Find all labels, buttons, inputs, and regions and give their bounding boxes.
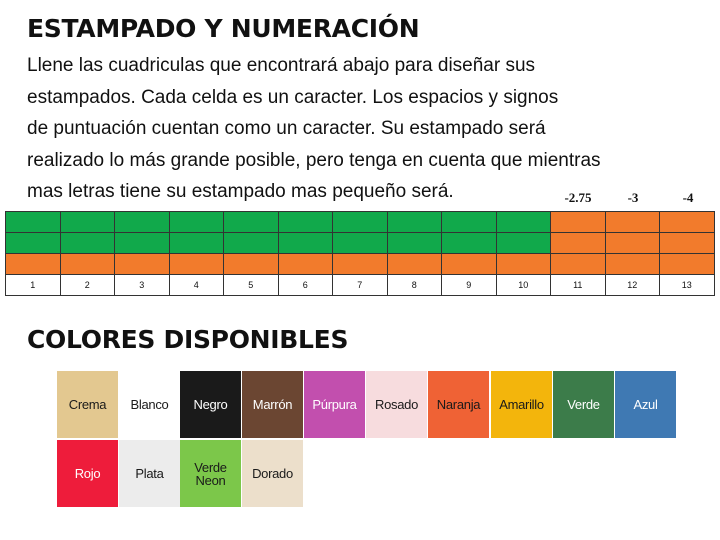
grid-cell[interactable] — [59, 253, 115, 275]
column-number: 2 — [59, 274, 115, 296]
column-number: 9 — [441, 274, 497, 296]
grid-cell[interactable] — [604, 253, 660, 275]
color-swatch-rosado[interactable]: Rosado — [366, 371, 427, 438]
column-number: 13 — [659, 274, 715, 296]
grid-cell[interactable] — [168, 232, 224, 254]
grid-cell[interactable] — [659, 253, 715, 275]
color-swatch-naranja[interactable]: Naranja — [428, 371, 489, 438]
grid-cell[interactable] — [386, 232, 442, 254]
page-title: ESTAMPADO Y NUMERACIÓN — [27, 14, 420, 43]
grid-cell[interactable] — [168, 253, 224, 275]
grid-cell[interactable] — [114, 211, 170, 233]
intro-paragraph: Llene las cuadriculas que encontrará aba… — [27, 50, 717, 208]
intro-line: de puntuación cuentan como un caracter. … — [27, 118, 546, 139]
color-swatch-dorado[interactable]: Dorado — [242, 440, 303, 507]
grid-cell[interactable] — [550, 232, 606, 254]
grid-cell[interactable] — [168, 211, 224, 233]
column-number: 8 — [386, 274, 442, 296]
grid-cell[interactable] — [441, 253, 497, 275]
grid-row — [5, 211, 715, 233]
intro-line: realizado lo más grande posible, pero te… — [27, 149, 601, 171]
color-swatch-verde-neon[interactable]: Verde Neon — [180, 440, 241, 507]
color-swatch-label: Amarillo — [499, 397, 544, 412]
grid-cell[interactable] — [277, 253, 333, 275]
color-swatch-purpura[interactable]: Púrpura — [304, 371, 365, 438]
grid-cell[interactable] — [386, 253, 442, 275]
color-swatch-label: Azul — [633, 397, 658, 412]
grid-row — [5, 232, 715, 254]
color-swatch-verde[interactable]: Verde — [553, 371, 614, 438]
color-swatch-label: Crema — [68, 397, 107, 412]
grid-cell[interactable] — [659, 232, 715, 254]
character-grid: 1 2 3 4 5 6 7 8 9 10 11 12 13 — [5, 211, 715, 296]
column-number: 6 — [277, 274, 333, 296]
column-number: 11 — [550, 274, 606, 296]
grid-cell[interactable] — [114, 253, 170, 275]
column-number: 7 — [332, 274, 388, 296]
grid-cell[interactable] — [332, 253, 388, 275]
color-swatch-blanco[interactable]: Blanco — [119, 371, 180, 438]
color-swatch-label: Rosado — [374, 397, 418, 412]
grid-cell[interactable] — [277, 232, 333, 254]
color-swatch-plata[interactable]: Plata — [119, 440, 180, 507]
grid-cell[interactable] — [5, 211, 61, 233]
grid-cell[interactable] — [223, 253, 279, 275]
grid-cell[interactable] — [441, 211, 497, 233]
column-number: 10 — [495, 274, 551, 296]
size-label-13: -4 — [682, 190, 694, 205]
color-swatch-label: Naranja — [436, 397, 481, 412]
color-swatch-label: Verde — [567, 397, 600, 412]
grid-cell[interactable] — [659, 211, 715, 233]
color-swatch-rojo[interactable]: Rojo — [57, 440, 118, 507]
grid-cell[interactable] — [386, 211, 442, 233]
grid-cell[interactable] — [223, 211, 279, 233]
intro-line: Llene las cuadriculas que encontrará aba… — [27, 55, 536, 76]
column-number: 12 — [604, 274, 660, 296]
color-swatch-marron[interactable]: Marrón — [242, 371, 303, 438]
grid-cell[interactable] — [550, 211, 606, 233]
grid-cell[interactable] — [550, 253, 606, 275]
size-label-11: -2.75 — [564, 190, 592, 205]
grid-cell[interactable] — [59, 232, 115, 254]
color-swatch-negro[interactable]: Negro — [180, 371, 241, 438]
color-swatch-azul[interactable]: Azul — [615, 371, 676, 438]
color-swatch-label: Marrón — [252, 397, 293, 412]
grid-number-row: 1 2 3 4 5 6 7 8 9 10 11 12 13 — [5, 274, 715, 296]
grid-cell[interactable] — [495, 211, 551, 233]
column-number: 1 — [5, 274, 61, 296]
grid-cell[interactable] — [495, 253, 551, 275]
color-swatch-label: Plata — [135, 466, 164, 481]
grid-row — [5, 253, 715, 275]
grid-cell[interactable] — [5, 232, 61, 254]
size-label-12: -3 — [627, 190, 639, 205]
color-swatch-label: Blanco — [130, 397, 169, 412]
color-swatch-label: Púrpura — [312, 397, 357, 412]
intro-line: estampados. Cada celda es un caracter. L… — [27, 86, 559, 108]
grid-cell[interactable] — [277, 211, 333, 233]
grid-cell[interactable] — [495, 232, 551, 254]
grid-cell[interactable] — [59, 211, 115, 233]
color-swatch-amarillo[interactable]: Amarillo — [491, 371, 552, 438]
colors-title: COLORES DISPONIBLES — [27, 325, 349, 354]
grid-cell[interactable] — [604, 232, 660, 254]
color-swatch-label: Rojo — [74, 466, 101, 481]
grid-cell[interactable] — [332, 232, 388, 254]
color-swatch-label: Negro — [193, 397, 228, 412]
column-number: 3 — [114, 274, 170, 296]
color-swatch-crema[interactable]: Crema — [57, 371, 118, 438]
grid-cell[interactable] — [114, 232, 170, 254]
color-swatch-label: Verde Neon — [194, 459, 227, 488]
grid-cell[interactable] — [441, 232, 497, 254]
grid-cell[interactable] — [332, 211, 388, 233]
grid-cell[interactable] — [604, 211, 660, 233]
column-number: 5 — [223, 274, 279, 296]
column-number: 4 — [168, 274, 224, 296]
intro-line: mas letras tiene su estampado mas pequeñ… — [27, 181, 454, 202]
grid-cell[interactable] — [5, 253, 61, 275]
grid-cell[interactable] — [223, 232, 279, 254]
color-swatch-label: Dorado — [252, 466, 293, 481]
